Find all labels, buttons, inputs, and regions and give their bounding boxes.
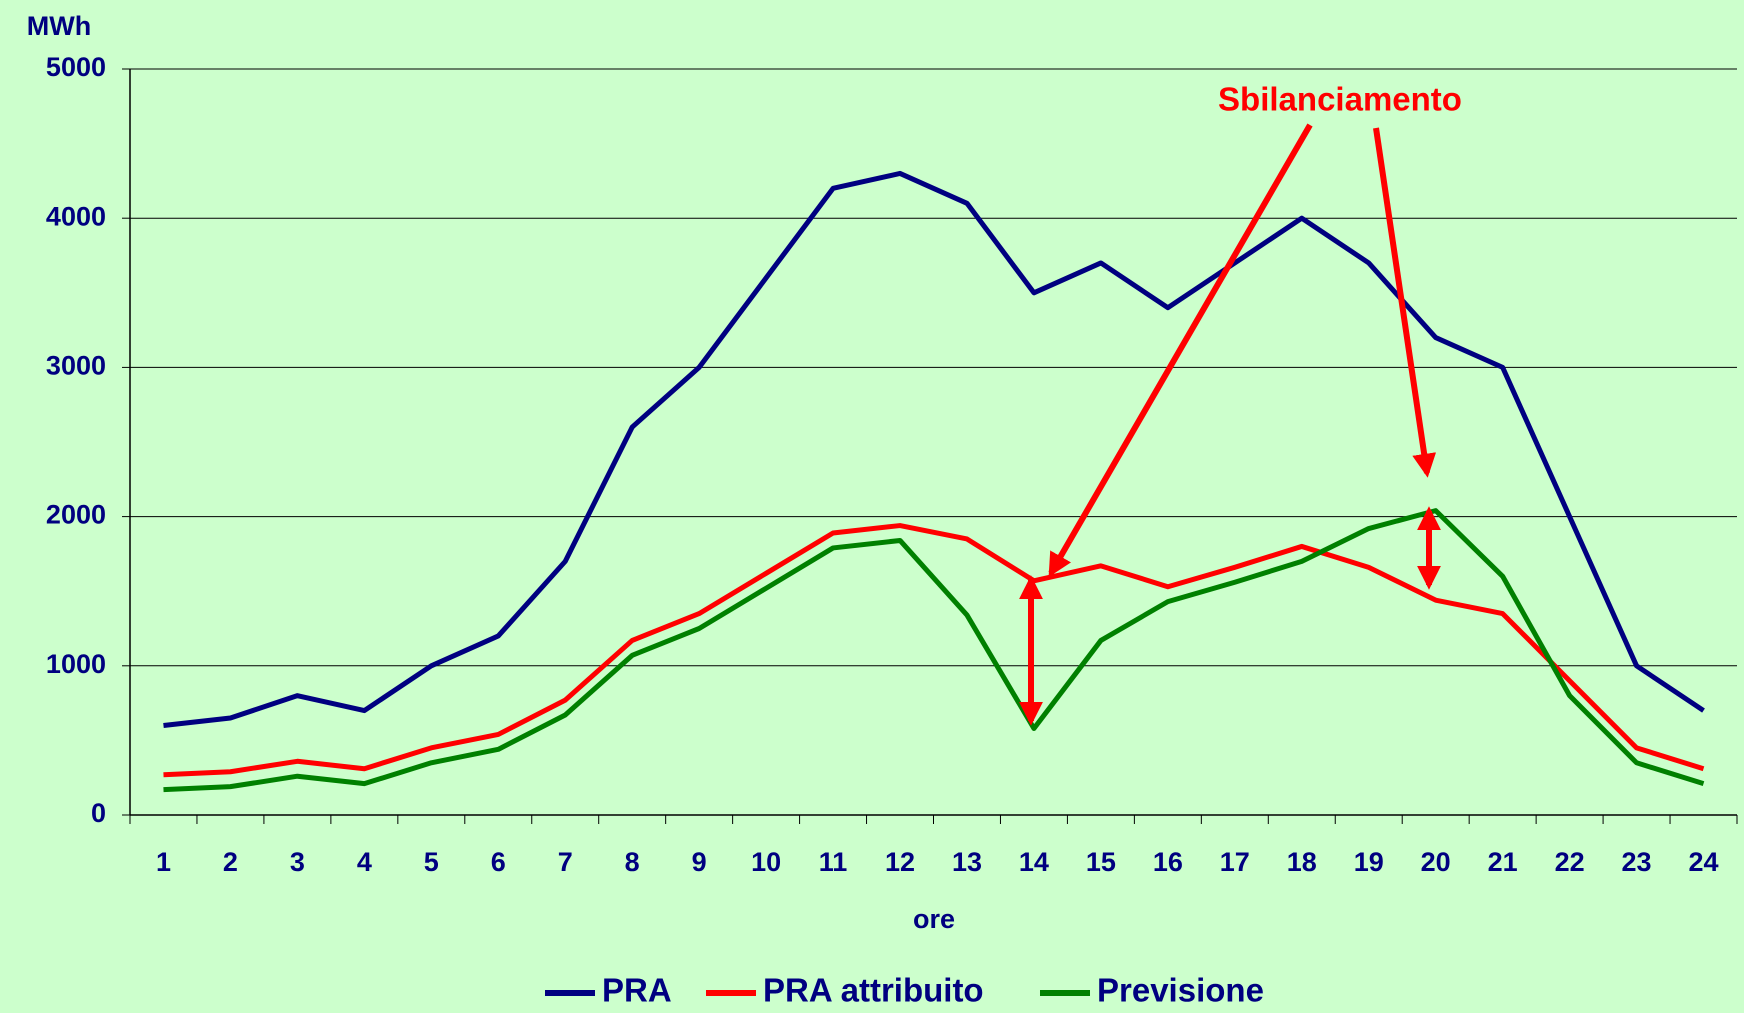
y-tick-label: 1000 xyxy=(46,649,106,679)
x-tick-label: 23 xyxy=(1622,847,1652,877)
x-tick-label: 7 xyxy=(558,847,573,877)
x-tick-label: 17 xyxy=(1220,847,1250,877)
legend-label: Previsione xyxy=(1097,972,1264,1009)
x-tick-label: 12 xyxy=(885,847,915,877)
y-tick-label: 2000 xyxy=(46,500,106,530)
x-tick-label: 1 xyxy=(156,847,171,877)
legend-item: PRA attribuito xyxy=(706,972,984,1009)
x-tick-label: 4 xyxy=(357,847,372,877)
y-tick-label: 4000 xyxy=(46,201,106,231)
x-tick-label: 16 xyxy=(1153,847,1183,877)
y-axis-label: MWh xyxy=(27,11,91,41)
annotation-arrow xyxy=(1048,123,1313,578)
annotation-text: Sbilanciamento xyxy=(1218,81,1462,118)
x-tick-label: 15 xyxy=(1086,847,1116,877)
x-tick-label: 11 xyxy=(819,847,848,877)
legend-item: PRA xyxy=(545,972,672,1009)
x-tick-label: 22 xyxy=(1555,847,1585,877)
data-line xyxy=(163,523,1705,778)
x-tick-label: 3 xyxy=(290,847,305,877)
y-tick-label: 0 xyxy=(91,798,106,828)
x-tick-label: 5 xyxy=(424,847,439,877)
x-axis-label: ore xyxy=(913,904,955,934)
x-tick-label: 20 xyxy=(1421,847,1451,877)
x-tick-label: 21 xyxy=(1488,847,1518,877)
x-tick-label: 8 xyxy=(625,847,640,877)
x-tick-label: 18 xyxy=(1287,847,1317,877)
x-tick-label: 19 xyxy=(1354,847,1384,877)
x-tick-label: 6 xyxy=(491,847,506,877)
legend-item: Previsione xyxy=(1040,972,1264,1009)
x-tick-label: 13 xyxy=(952,847,982,877)
x-tick-label: 9 xyxy=(692,847,707,877)
x-tick-label: 24 xyxy=(1688,847,1718,877)
data-line xyxy=(163,170,1705,728)
x-tick-label: 2 xyxy=(223,847,238,877)
legend-label: PRA xyxy=(602,972,672,1009)
y-tick-label: 3000 xyxy=(46,351,106,381)
x-tick-label: 10 xyxy=(751,847,781,877)
x-tick-label: 14 xyxy=(1019,847,1049,877)
annotation: Sbilanciamento xyxy=(1019,81,1462,726)
legend-label: PRA attribuito xyxy=(763,972,984,1009)
annotation-arrow xyxy=(1373,127,1437,478)
data-line xyxy=(163,508,1705,793)
y-tick-label: 5000 xyxy=(46,52,106,82)
